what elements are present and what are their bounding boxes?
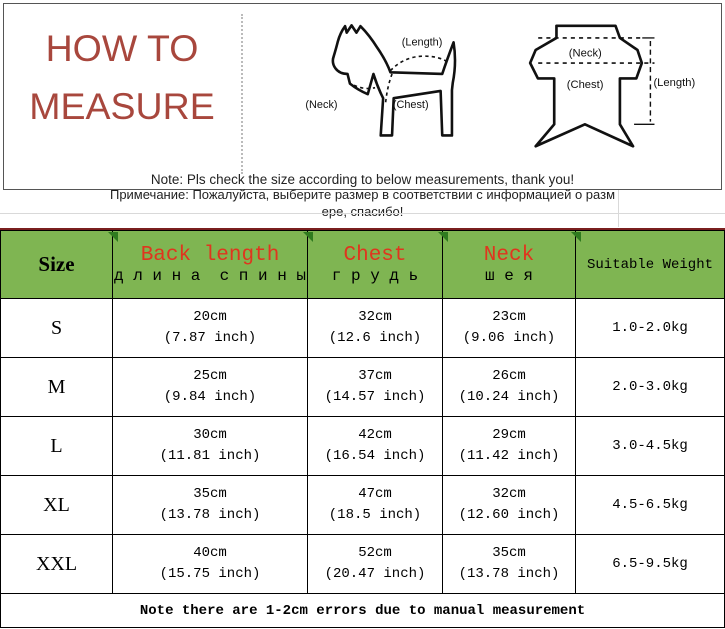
svg-text:(Chest): (Chest) [393, 99, 429, 111]
svg-text:(Neck): (Neck) [305, 99, 337, 111]
svg-text:(Length): (Length) [653, 77, 695, 89]
svg-text:(Chest): (Chest) [567, 79, 604, 91]
svg-text:(Neck): (Neck) [569, 47, 602, 59]
svg-text:(Length): (Length) [402, 37, 443, 49]
